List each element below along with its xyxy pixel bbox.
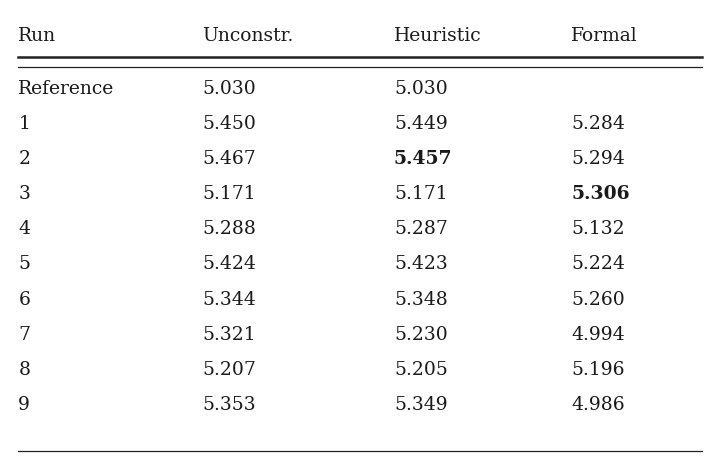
Text: 5.030: 5.030 <box>394 80 447 98</box>
Text: 8: 8 <box>19 361 30 379</box>
Text: 5.171: 5.171 <box>203 185 256 203</box>
Text: 5.450: 5.450 <box>203 115 257 133</box>
Text: 5.449: 5.449 <box>394 115 447 133</box>
Text: 5.132: 5.132 <box>571 220 625 238</box>
Text: 5.348: 5.348 <box>394 291 447 309</box>
Text: 9: 9 <box>19 396 30 414</box>
Text: 5.205: 5.205 <box>394 361 448 379</box>
Text: 5.224: 5.224 <box>571 255 625 273</box>
Text: 5.171: 5.171 <box>394 185 447 203</box>
Text: 5.353: 5.353 <box>203 396 256 414</box>
Text: 5.207: 5.207 <box>203 361 257 379</box>
Text: 5.030: 5.030 <box>203 80 257 98</box>
Text: 5.284: 5.284 <box>571 115 625 133</box>
Text: Heuristic: Heuristic <box>394 27 482 45</box>
Text: Formal: Formal <box>571 27 637 45</box>
Text: 7: 7 <box>19 326 30 344</box>
Text: 5.230: 5.230 <box>394 326 447 344</box>
Text: 5.349: 5.349 <box>394 396 447 414</box>
Text: 5.287: 5.287 <box>394 220 448 238</box>
Text: 5.294: 5.294 <box>571 150 625 168</box>
Text: 2: 2 <box>19 150 30 168</box>
Text: 4.994: 4.994 <box>571 326 625 344</box>
Text: 5.457: 5.457 <box>394 150 452 168</box>
Text: 5.423: 5.423 <box>394 255 447 273</box>
Text: 5.260: 5.260 <box>571 291 625 309</box>
Text: 5.321: 5.321 <box>203 326 256 344</box>
Text: Run: Run <box>19 27 57 45</box>
Text: 5.196: 5.196 <box>571 361 625 379</box>
Text: Reference: Reference <box>19 80 115 98</box>
Text: 5.424: 5.424 <box>203 255 257 273</box>
Text: 5.467: 5.467 <box>203 150 257 168</box>
Text: 5.306: 5.306 <box>571 185 630 203</box>
Text: 5: 5 <box>19 255 30 273</box>
Text: 4: 4 <box>19 220 30 238</box>
Text: 1: 1 <box>19 115 30 133</box>
Text: 5.288: 5.288 <box>203 220 257 238</box>
Text: 4.986: 4.986 <box>571 396 625 414</box>
Text: 6: 6 <box>19 291 30 309</box>
Text: 3: 3 <box>19 185 30 203</box>
Text: Unconstr.: Unconstr. <box>203 27 294 45</box>
Text: 5.344: 5.344 <box>203 291 257 309</box>
